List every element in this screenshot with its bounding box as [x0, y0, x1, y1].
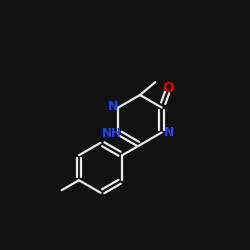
Text: N: N [108, 100, 118, 113]
Text: NH: NH [102, 127, 121, 140]
Text: O: O [163, 81, 174, 95]
Text: N: N [164, 126, 174, 139]
